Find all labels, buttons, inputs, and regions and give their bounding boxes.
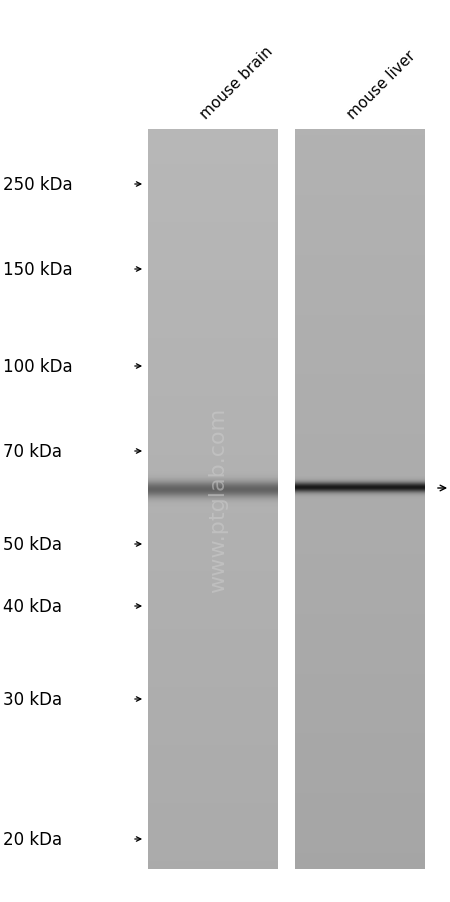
- Text: www.ptglab.com: www.ptglab.com: [208, 407, 228, 592]
- Text: 70 kDa: 70 kDa: [3, 443, 62, 461]
- Text: 250 kDa: 250 kDa: [3, 176, 72, 194]
- Text: 40 kDa: 40 kDa: [3, 597, 62, 615]
- Text: 100 kDa: 100 kDa: [3, 357, 72, 375]
- Text: mouse liver: mouse liver: [344, 48, 418, 122]
- Text: 150 kDa: 150 kDa: [3, 261, 72, 279]
- Text: 50 kDa: 50 kDa: [3, 536, 62, 554]
- Text: 20 kDa: 20 kDa: [3, 830, 62, 848]
- Text: 30 kDa: 30 kDa: [3, 690, 62, 708]
- Text: mouse brain: mouse brain: [198, 43, 275, 122]
